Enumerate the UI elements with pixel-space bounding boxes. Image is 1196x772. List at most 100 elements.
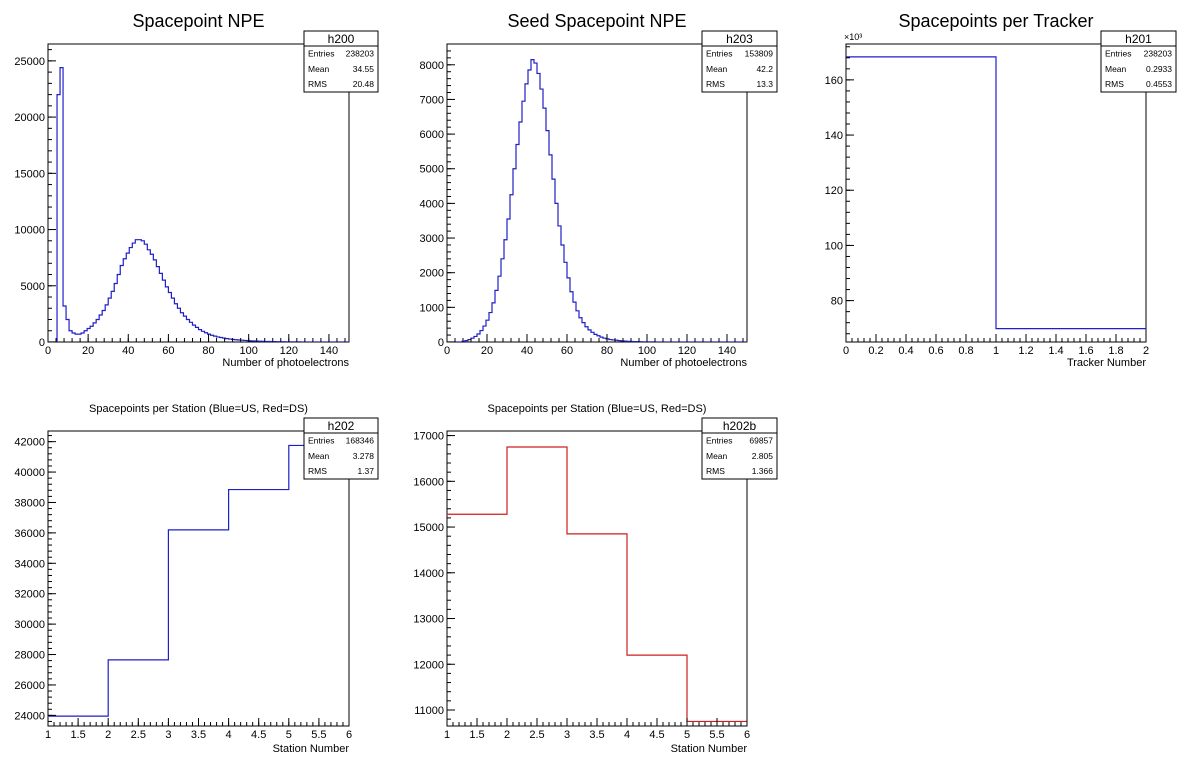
stats-row-label: Entries xyxy=(1105,48,1131,58)
chart-h201: Spacepoints per Tracker 0 0.2 0.4 0.6 0.8 1 1.2… xyxy=(825,11,1177,369)
histogram-line xyxy=(447,446,747,723)
x-tick-label: 0 xyxy=(444,345,450,357)
stats-row-label: Mean xyxy=(1105,64,1127,74)
x-tick-label: 5.5 xyxy=(709,729,724,741)
stats-row-label: RMS xyxy=(706,79,725,89)
chart-title: Seed Spacepoint NPE xyxy=(507,11,686,31)
stats-row-value: 2.805 xyxy=(752,451,774,461)
x-tick-label: 5.5 xyxy=(311,729,326,741)
histogram-line xyxy=(447,58,747,342)
x-tick-label: 2 xyxy=(1143,345,1149,357)
stats-row-value: 238203 xyxy=(1144,48,1173,58)
x-axis-label: Tracker Number xyxy=(1067,357,1146,369)
stats-box-frame xyxy=(701,30,778,93)
y-tick-label: 2000 xyxy=(420,268,444,280)
x-tick-label: 80 xyxy=(202,345,214,357)
y-tick-label: 16000 xyxy=(413,476,444,488)
stats-row-value: 69857 xyxy=(749,435,773,445)
x-tick-label: 6 xyxy=(744,729,750,741)
x-tick-label: 2 xyxy=(504,729,510,741)
x-tick-label: 100 xyxy=(239,345,257,357)
x-tick-label: 0 xyxy=(45,345,51,357)
x-tick-label: 4 xyxy=(624,729,630,741)
chart-title: Spacepoints per Tracker xyxy=(898,11,1093,31)
stats-row-label: RMS xyxy=(706,466,725,476)
chart-title: Spacepoints per Station (Blue=US, Red=DS… xyxy=(488,403,707,415)
x-tick-label: 1 xyxy=(993,345,999,357)
x-axis-label: Station Number xyxy=(671,743,748,755)
x-tick-label: 1 xyxy=(45,729,51,741)
x-tick-label: 3 xyxy=(165,729,171,741)
x-tick-label: 3 xyxy=(564,729,570,741)
y-tick-label: 7000 xyxy=(420,94,444,106)
x-tick-label: 20 xyxy=(82,345,94,357)
y-tick-label: 100 xyxy=(825,240,843,252)
plot-frame xyxy=(47,43,350,343)
y-tick-label: 17000 xyxy=(413,431,444,443)
stats-row-value: 153809 xyxy=(745,48,774,58)
y-tick-label: 4000 xyxy=(420,198,444,210)
x-tick-label: 3.5 xyxy=(589,729,604,741)
x-tick-label: 1.5 xyxy=(70,729,85,741)
y-tick-label: 15000 xyxy=(14,168,45,180)
x-tick-label: 1.4 xyxy=(1048,345,1063,357)
y-tick-label: 13000 xyxy=(413,614,444,626)
stats-row-value: 20.48 xyxy=(353,79,375,89)
y-tick-label: 120 xyxy=(825,185,843,197)
stats-row-value: 1.37 xyxy=(357,466,374,476)
x-tick-label: 1 xyxy=(444,729,450,741)
y-tick-label: 40000 xyxy=(14,467,45,479)
stats-row-value: 1.366 xyxy=(752,466,774,476)
stats-row-label: RMS xyxy=(308,466,327,476)
y-tick-label: 160 xyxy=(825,75,843,87)
x-tick-label: 1.2 xyxy=(1018,345,1033,357)
x-tick-label: 0.4 xyxy=(898,345,913,357)
x-tick-label: 3.5 xyxy=(191,729,206,741)
y-tick-label: 80 xyxy=(831,296,843,308)
y-tick-label: 30000 xyxy=(14,619,45,631)
stats-row-value: 0.2933 xyxy=(1146,64,1172,74)
y-tick-label: 3000 xyxy=(420,233,444,245)
y-tick-label: 24000 xyxy=(14,710,45,722)
stats-row-label: RMS xyxy=(308,79,327,89)
stats-box-name: h201 xyxy=(1125,32,1152,46)
x-axis-label: Number of photoelectrons xyxy=(222,357,349,369)
stats-box: h203 Entries 153809 Mean 42.2 RMS 13.3 xyxy=(701,30,778,93)
stats-row-value: 3.278 xyxy=(353,451,375,461)
x-tick-label: 140 xyxy=(718,345,736,357)
y-tick-label: 26000 xyxy=(14,680,45,692)
stats-row-value: 34.55 xyxy=(353,64,375,74)
y-tick-label: 14000 xyxy=(413,568,444,580)
x-tick-label: 1.6 xyxy=(1078,345,1093,357)
stats-row-value: 13.3 xyxy=(756,79,773,89)
x-tick-label: 140 xyxy=(320,345,338,357)
y-tick-label: 25000 xyxy=(14,56,45,68)
stats-box-frame xyxy=(303,417,379,480)
x-tick-label: 40 xyxy=(521,345,533,357)
y-tick-label: 15000 xyxy=(413,522,444,534)
chart-title: Spacepoint NPE xyxy=(132,11,264,31)
x-tick-label: 2.5 xyxy=(529,729,544,741)
stats-row-label: Mean xyxy=(706,64,728,74)
chart-h202: Spacepoints per Station (Blue=US, Red=DS… xyxy=(14,403,379,755)
x-axis-label: Station Number xyxy=(273,743,350,755)
x-tick-label: 100 xyxy=(638,345,656,357)
stats-box-frame xyxy=(303,30,379,93)
stats-box: h202b Entries 69857 Mean 2.805 RMS 1.366 xyxy=(701,417,778,480)
stats-box-name: h202 xyxy=(328,419,355,433)
chart-h203: Seed Spacepoint NPE 0 20 40 60 80 100 120 140 0 10… xyxy=(420,11,778,369)
x-tick-label: 0.2 xyxy=(868,345,883,357)
stats-box-name: h203 xyxy=(726,32,753,46)
x-tick-label: 2.5 xyxy=(131,729,146,741)
y-tick-label: 5000 xyxy=(420,164,444,176)
x-tick-label: 60 xyxy=(561,345,573,357)
histogram-line xyxy=(846,56,1146,330)
x-tick-label: 4.5 xyxy=(649,729,664,741)
y-multiplier: ×10³ xyxy=(844,32,862,42)
x-tick-label: 1.5 xyxy=(469,729,484,741)
x-tick-label: 2 xyxy=(105,729,111,741)
chart-h200: Spacepoint NPE 0 20 40 60 80 100 120 140 0 5000 100… xyxy=(14,11,379,369)
y-tick-label: 0 xyxy=(39,337,45,349)
x-tick-label: 0 xyxy=(843,345,849,357)
y-tick-label: 28000 xyxy=(14,650,45,662)
